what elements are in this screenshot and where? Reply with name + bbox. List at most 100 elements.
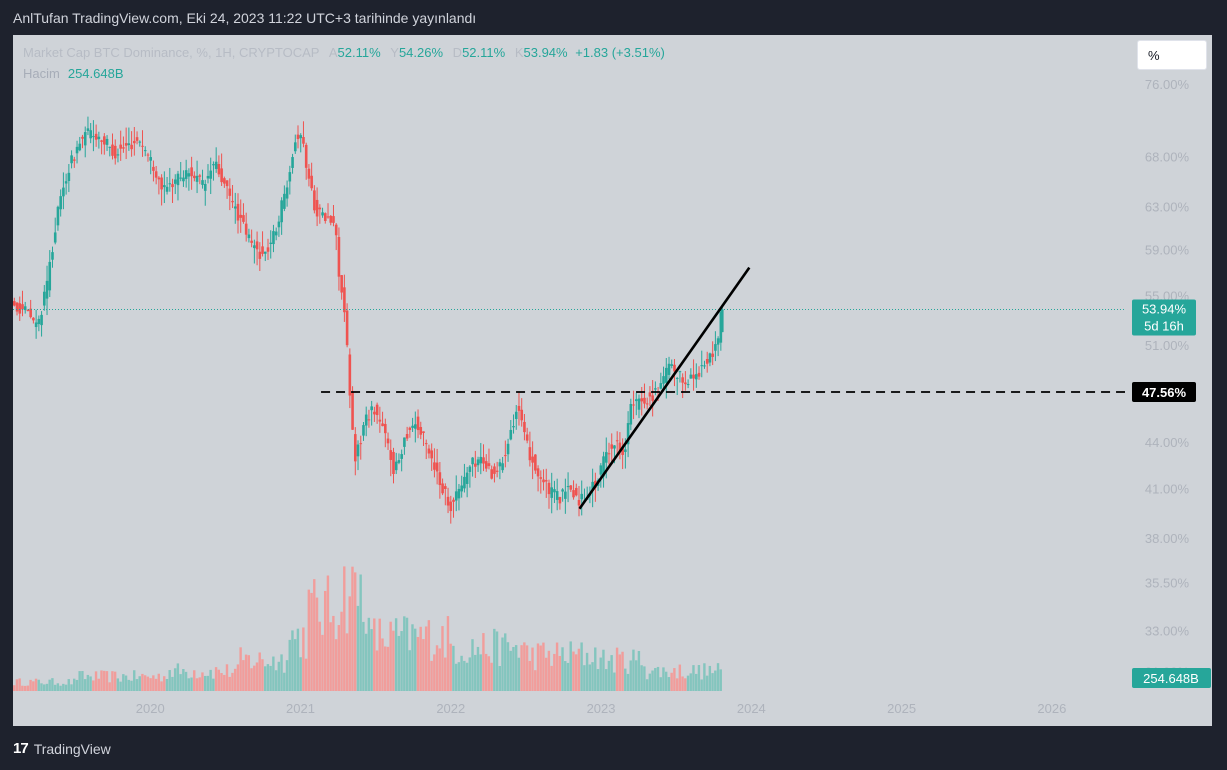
candle-body xyxy=(580,493,584,500)
volume-bar xyxy=(100,670,103,691)
volume-bar xyxy=(345,633,349,691)
candle-body xyxy=(203,183,207,191)
candle-body xyxy=(165,186,169,192)
volume-bar xyxy=(444,657,447,691)
volume-bar xyxy=(318,621,321,691)
candle-body xyxy=(122,147,125,149)
volume-bar xyxy=(705,675,709,691)
volume-bar xyxy=(539,645,542,691)
volume-bar xyxy=(493,628,496,691)
candle-body xyxy=(143,150,147,152)
candle-body xyxy=(261,246,264,254)
price-chart[interactable]: 76.00%68.00%63.00%59.00%55.00%51.00%44.0… xyxy=(13,35,1212,726)
candle-body xyxy=(45,280,49,299)
volume-bar xyxy=(133,670,136,691)
candle-body xyxy=(173,179,177,184)
last-price-badge xyxy=(1132,299,1196,336)
candle-body xyxy=(471,457,474,465)
volume-bar xyxy=(700,679,703,691)
volume-bar xyxy=(288,639,291,691)
volume-bar xyxy=(664,671,668,691)
candle-body xyxy=(703,365,706,367)
volume-bar xyxy=(384,646,387,691)
volume-bar xyxy=(697,665,701,691)
chart-panel[interactable]: 76.00% 68.00% 63.00% 59.00% 55.00% 51.00% 44.0… xyxy=(13,35,1212,726)
x-axis: 2020 2021 2022 2023 2024 2025 2026 xyxy=(136,701,1067,716)
candle-body xyxy=(362,425,365,436)
candle-body xyxy=(318,207,322,210)
volume-bar xyxy=(43,684,46,691)
candle-body xyxy=(686,384,690,386)
volume-bar xyxy=(364,633,368,691)
candle-body xyxy=(285,187,289,199)
volume-bar xyxy=(708,665,712,691)
volume-bar xyxy=(198,677,201,691)
candle-body xyxy=(613,445,616,449)
volume-bar xyxy=(348,596,351,691)
chart-legend: Market Cap BTC Dominance, %, 1H, CRYPTOC… xyxy=(23,45,665,60)
candle-body xyxy=(250,240,253,243)
candle-body xyxy=(168,183,172,185)
candle-body xyxy=(378,419,382,422)
y-tick-label: 63.00% xyxy=(1145,200,1190,215)
volume-bar xyxy=(514,645,518,691)
candle-body xyxy=(190,167,193,177)
volume-bar xyxy=(714,670,717,691)
scale-mode-button[interactable]: % xyxy=(1137,40,1207,70)
y-tick-label: 38.00% xyxy=(1145,531,1190,546)
candle-body xyxy=(288,172,292,182)
volume-bar xyxy=(411,624,414,691)
volume-bar xyxy=(18,678,21,691)
volume-bar xyxy=(583,665,586,691)
volume-bar xyxy=(446,616,450,691)
candle-body xyxy=(506,443,510,455)
change-value: +1.83 (+3.51%) xyxy=(575,45,665,60)
candle-body xyxy=(544,480,548,482)
volume-bar xyxy=(566,662,570,691)
candle-body xyxy=(160,177,163,190)
volume-bar xyxy=(247,655,251,691)
volume-bar xyxy=(138,676,141,691)
volume-bar xyxy=(662,667,665,691)
candle-body xyxy=(154,171,158,178)
volume-bar xyxy=(585,652,589,691)
volume-bar xyxy=(403,616,406,691)
volume-bar xyxy=(143,675,147,691)
candle-body xyxy=(179,177,183,179)
candle-body xyxy=(681,377,684,383)
volume-bar xyxy=(337,625,341,691)
trend-line xyxy=(578,266,751,510)
candle-body xyxy=(242,215,245,222)
volume-bar xyxy=(506,642,510,691)
candle-body xyxy=(514,411,518,419)
candle-body xyxy=(555,491,559,500)
volume-bar xyxy=(389,621,392,691)
open-label: A xyxy=(328,45,338,60)
candle-body xyxy=(86,128,90,131)
candle-body xyxy=(386,438,390,444)
candle-body xyxy=(291,157,294,168)
candle-body xyxy=(465,472,469,484)
candle-body xyxy=(558,497,562,504)
candle-body xyxy=(53,232,57,243)
volume-bar xyxy=(367,617,371,691)
candle-body xyxy=(632,404,635,406)
volume-bar xyxy=(659,677,662,691)
volume-bar xyxy=(263,666,267,691)
volume-bar xyxy=(253,665,256,691)
x-tick-label: 2021 xyxy=(286,701,315,716)
candle-body xyxy=(233,206,237,209)
volume-bar xyxy=(23,685,27,691)
volume-bar xyxy=(334,639,338,691)
candle-body xyxy=(673,364,676,372)
volume-bar xyxy=(553,653,556,691)
high-label: Y xyxy=(390,45,399,60)
volume-bar xyxy=(400,631,403,691)
candle-body xyxy=(345,310,349,346)
volume-bar xyxy=(269,665,272,691)
candle-body xyxy=(29,308,32,318)
candle-body xyxy=(534,454,537,471)
candle-body xyxy=(64,181,68,184)
support-price-label: 47.56% xyxy=(1142,385,1187,400)
volume-bar xyxy=(468,657,471,691)
